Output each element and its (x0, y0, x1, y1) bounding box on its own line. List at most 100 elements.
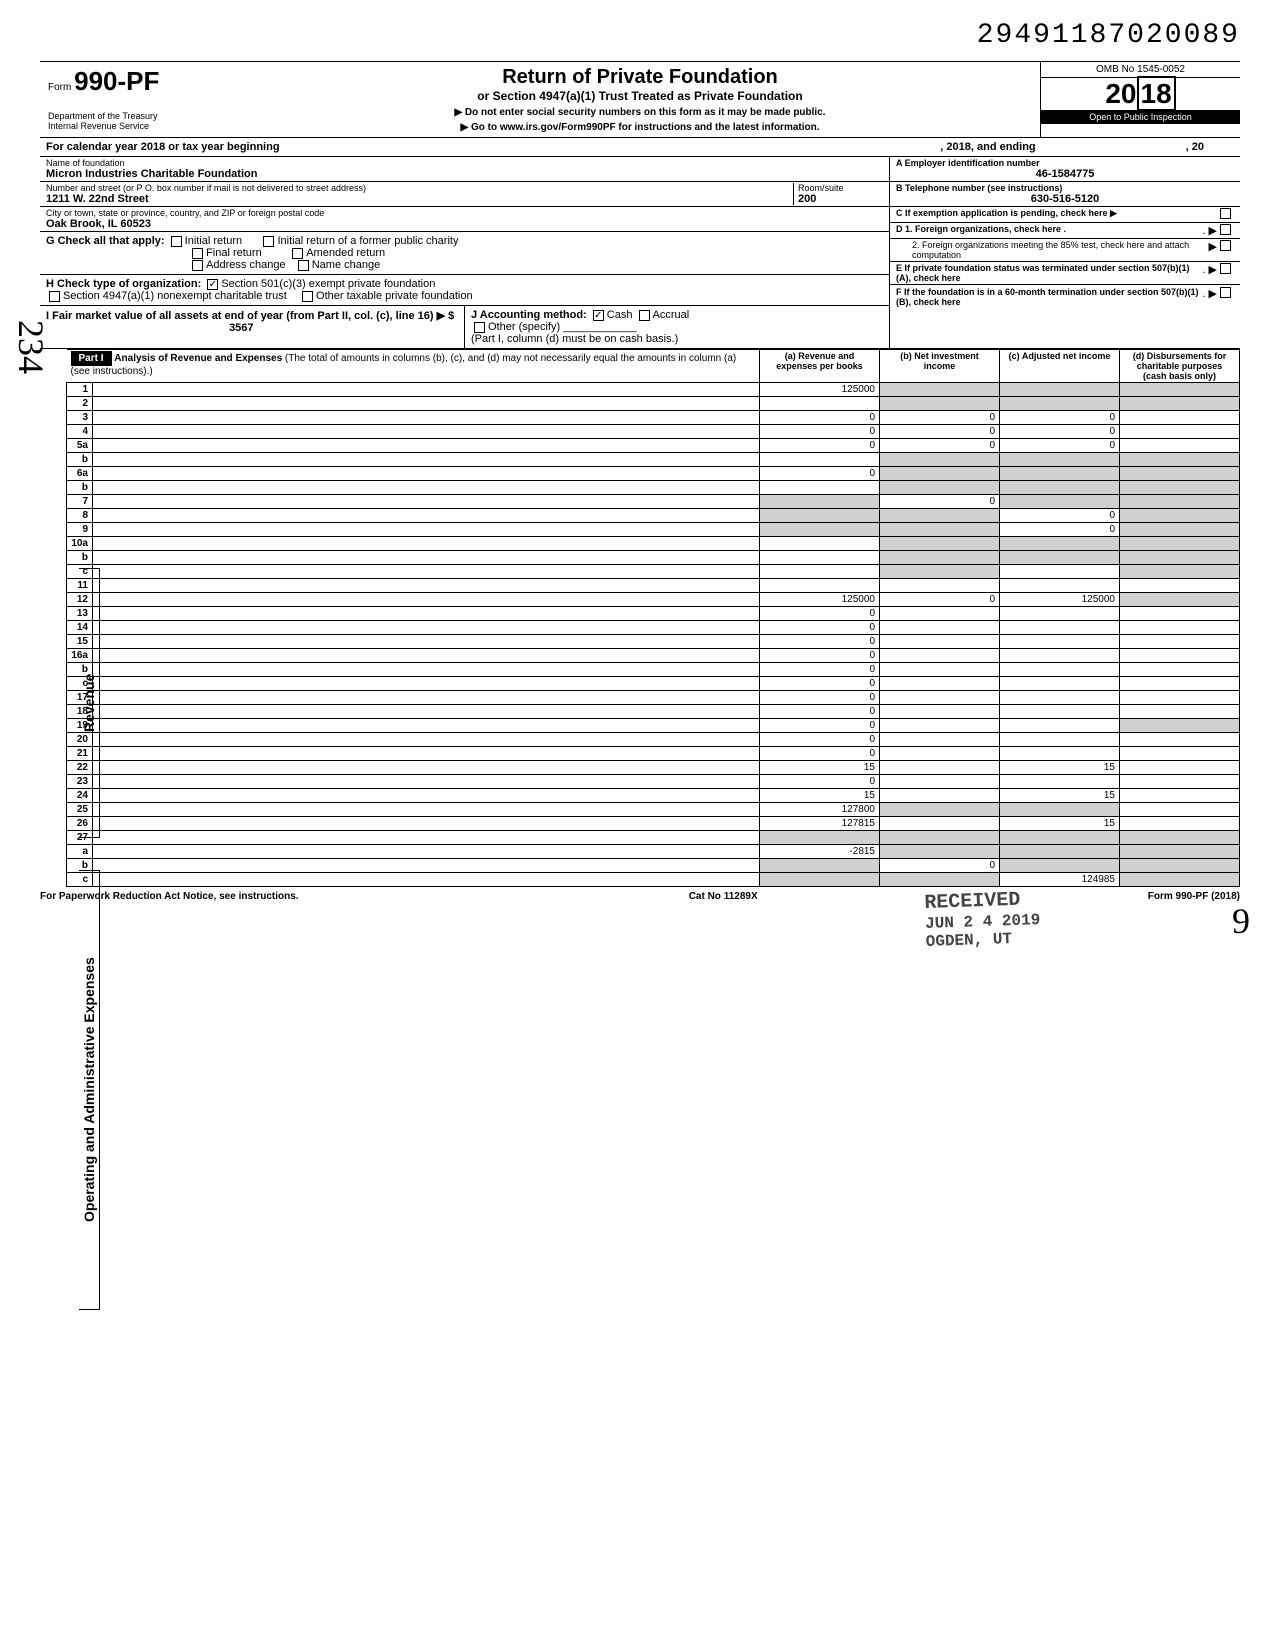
col-b-value (880, 537, 1000, 551)
line-number: 2 (67, 397, 93, 411)
check-address-change[interactable] (192, 260, 203, 271)
handwriting-9: 9 (1232, 900, 1250, 942)
table-row: 180 (67, 705, 1240, 719)
col-c-value (1000, 635, 1120, 649)
irs-label: Internal Revenue Service (48, 121, 232, 131)
col-c-value: 0 (1000, 411, 1120, 425)
check-final-return[interactable] (192, 248, 203, 259)
col-c-value: 0 (1000, 439, 1120, 453)
table-row: 27 (67, 831, 1240, 845)
opt-name-change: Name change (312, 259, 381, 271)
col-d-value (1120, 831, 1240, 845)
cal-year-end: , 20 (1186, 141, 1204, 153)
check-4947a1[interactable] (49, 291, 60, 302)
col-b-value: 0 (880, 425, 1000, 439)
check-accrual[interactable] (639, 310, 650, 321)
col-b-value (880, 831, 1000, 845)
ein-value: 46-1584775 (896, 168, 1234, 180)
col-d-value (1120, 705, 1240, 719)
col-d-value (1120, 621, 1240, 635)
city-label: City or town, state or province, country… (46, 208, 883, 218)
col-d-value (1120, 607, 1240, 621)
line-number: 6a (67, 467, 93, 481)
col-d-value (1120, 747, 1240, 761)
g-label: G Check all that apply: (46, 235, 165, 247)
line-desc (93, 439, 760, 453)
check-amended-return[interactable] (292, 248, 303, 259)
table-row: 200 (67, 733, 1240, 747)
line-number: 5a (67, 439, 93, 453)
col-b-header: (b) Net investment income (880, 350, 1000, 383)
table-row: 130 (67, 607, 1240, 621)
line-number: 3 (67, 411, 93, 425)
opt-other-method: Other (specify) (488, 321, 560, 333)
col-c-value: 124985 (1000, 873, 1120, 887)
col-d-value (1120, 635, 1240, 649)
col-d-value (1120, 509, 1240, 523)
d2-label: 2. Foreign organizations meeting the 85%… (896, 240, 1209, 260)
table-row: 210 (67, 747, 1240, 761)
col-d-value (1120, 719, 1240, 733)
e-label: E If private foundation status was termi… (896, 263, 1202, 283)
col-d-value (1120, 803, 1240, 817)
line-desc (93, 747, 760, 761)
check-foreign-org[interactable] (1220, 224, 1231, 235)
handwriting-234: 234 (10, 320, 52, 374)
table-row: 70 (67, 495, 1240, 509)
col-b-value: 0 (880, 439, 1000, 453)
line-desc (93, 831, 760, 845)
col-a-value: 0 (760, 649, 880, 663)
phone-label: B Telephone number (see instructions) (896, 183, 1234, 193)
form-title: Return of Private Foundation (244, 66, 1036, 89)
check-name-change[interactable] (298, 260, 309, 271)
col-c-value (1000, 551, 1120, 565)
col-b-value (880, 579, 1000, 593)
line-desc (93, 593, 760, 607)
col-b-value (880, 719, 1000, 733)
line-number: 8 (67, 509, 93, 523)
j-label: J Accounting method: (471, 309, 587, 321)
col-b-value (880, 649, 1000, 663)
col-a-value: 0 (760, 411, 880, 425)
check-initial-return[interactable] (171, 236, 182, 247)
col-a-value: 0 (760, 635, 880, 649)
opt-address-change: Address change (206, 259, 286, 271)
col-d-value (1120, 481, 1240, 495)
line-number: b (67, 551, 93, 565)
col-b-value (880, 635, 1000, 649)
check-other-taxable[interactable] (302, 291, 313, 302)
part1-label: Part I (71, 351, 112, 366)
line-desc (93, 579, 760, 593)
col-b-value (880, 691, 1000, 705)
part1-table: Part I Analysis of Revenue and Expenses … (66, 349, 1240, 887)
part1-title: Analysis of Revenue and Expenses (114, 353, 282, 364)
form-prefix: Form (48, 82, 71, 93)
col-c-value (1000, 845, 1120, 859)
check-initial-former[interactable] (263, 236, 274, 247)
check-cash[interactable]: ✓ (593, 310, 604, 321)
col-d-value (1120, 761, 1240, 775)
line-desc (93, 761, 760, 775)
opt-accrual: Accrual (653, 309, 690, 321)
line-desc (93, 663, 760, 677)
col-a-value: 0 (760, 775, 880, 789)
col-c-value: 0 (1000, 509, 1120, 523)
room-suite: 200 (798, 193, 883, 205)
line-desc (93, 565, 760, 579)
col-c-value (1000, 579, 1120, 593)
line-desc (93, 733, 760, 747)
col-d-value (1120, 649, 1240, 663)
check-60month[interactable] (1220, 287, 1231, 298)
col-a-value: 0 (760, 621, 880, 635)
col-d-value (1120, 565, 1240, 579)
check-85pct-test[interactable] (1220, 240, 1231, 251)
line-desc (93, 467, 760, 481)
col-a-value (760, 873, 880, 887)
table-row: c (67, 565, 1240, 579)
col-c-value: 125000 (1000, 593, 1120, 607)
check-exemption-pending[interactable] (1220, 208, 1231, 219)
check-status-terminated[interactable] (1220, 263, 1231, 274)
col-d-value (1120, 397, 1240, 411)
check-501c3[interactable]: ✓ (207, 279, 218, 290)
check-other-method[interactable] (474, 322, 485, 333)
